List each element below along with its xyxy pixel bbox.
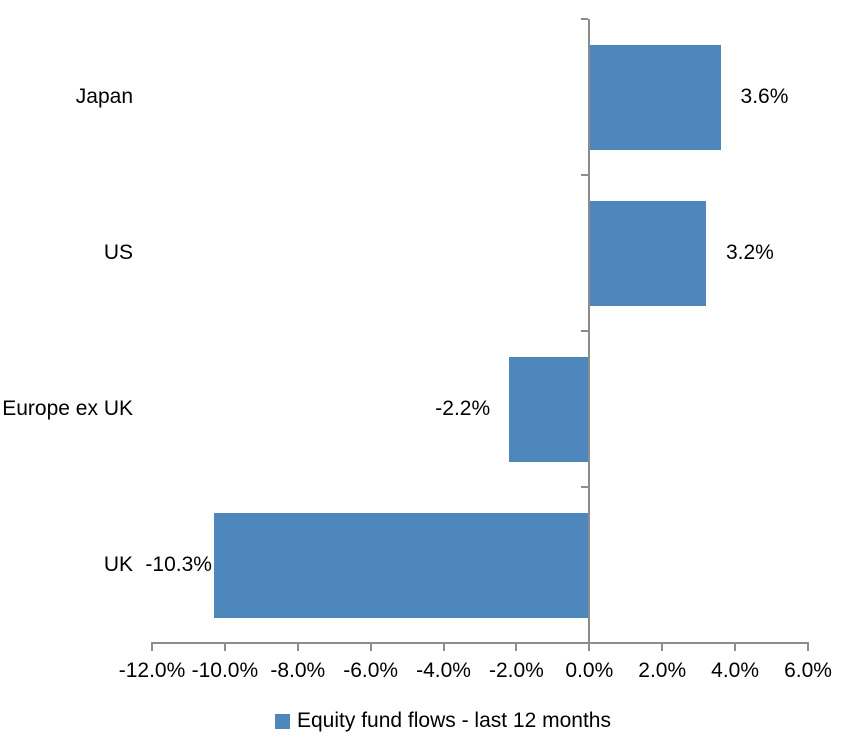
bar-value-label: 3.6%: [740, 85, 789, 108]
value-axis-tick-label: 0.0%: [565, 659, 614, 682]
value-axis-tick: [296, 643, 299, 651]
bar-value-label: -2.2%: [435, 397, 491, 420]
value-axis-tick-label: -2.0%: [489, 659, 544, 682]
category-label-us: US: [103, 241, 133, 264]
value-axis-tick: [369, 643, 372, 651]
value-axis-tick: [442, 643, 445, 651]
value-axis-tick-label: 4.0%: [711, 659, 760, 682]
category-label-uk: UK: [103, 553, 133, 576]
chart-legend: Equity fund flows - last 12 months: [275, 706, 611, 736]
value-axis-tick-label: -8.0%: [270, 659, 326, 682]
value-axis-tick: [661, 643, 664, 651]
bar-uk: [213, 512, 590, 618]
value-axis-line: [151, 642, 809, 644]
value-axis-tick-label: -6.0%: [343, 659, 399, 682]
value-axis-tick-label: -10.0%: [191, 659, 259, 682]
bar-value-label: 3.2%: [725, 241, 774, 264]
bar-us: [589, 200, 706, 306]
category-axis-tick: [581, 18, 589, 20]
value-axis-tick-label: 6.0%: [784, 659, 832, 682]
bar-value-label: -10.3%: [145, 553, 212, 576]
category-axis-tick: [581, 486, 589, 488]
category-axis-tick: [581, 174, 589, 176]
bar-japan: [589, 44, 721, 150]
value-axis-tick: [734, 643, 737, 651]
bar-europe-ex-uk: [509, 356, 590, 462]
value-axis-tick: [515, 643, 518, 651]
value-axis-tick: [223, 643, 226, 651]
value-axis-tick: [807, 643, 809, 651]
value-axis-tick: [588, 643, 591, 651]
value-axis-tick-label: -12.0%: [118, 659, 186, 682]
value-axis-tick: [151, 643, 153, 651]
value-axis-tick-label: 2.0%: [638, 659, 687, 682]
value-axis-tick-label: -4.0%: [416, 659, 471, 682]
category-axis-line: [588, 19, 591, 651]
legend-label: Equity fund flows - last 12 months: [297, 709, 611, 732]
category-axis-tick: [581, 330, 589, 332]
category-label-japan: Japan: [75, 85, 133, 108]
legend-swatch-icon: [275, 713, 290, 729]
category-label-europe-ex-uk: Europe ex UK: [2, 397, 133, 420]
